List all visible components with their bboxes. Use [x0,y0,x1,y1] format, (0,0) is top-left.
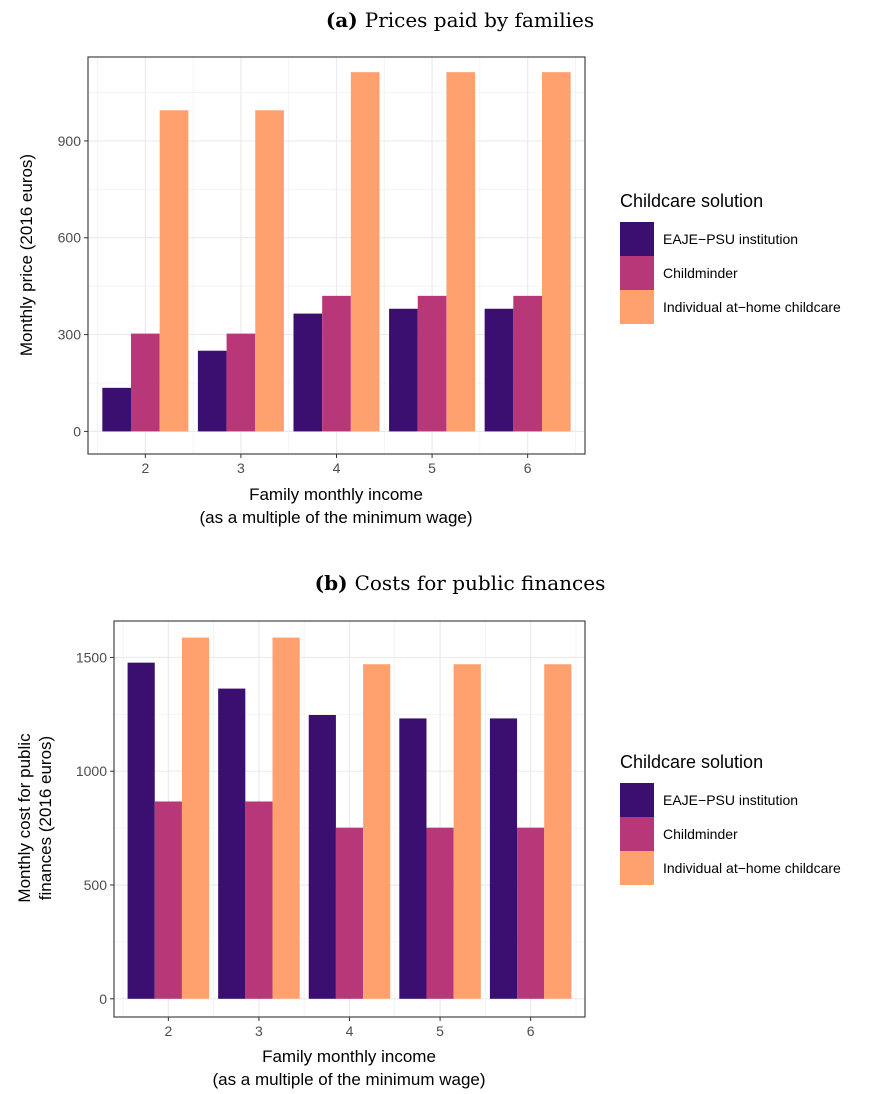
panel-b-y-ticks: 0 500 1000 1500 [76,649,114,1007]
bar [335,827,364,999]
x-tick-label: 4 [333,460,341,476]
panel-a-legend: Childcare solution EAJE−PSU institution C… [620,191,841,324]
y-tick-label: 0 [73,423,81,439]
legend-key [620,817,654,851]
legend-label: Childminder [663,826,738,842]
legend-key [620,290,654,324]
panel-b-x-title-line1: Family monthly income [262,1047,436,1066]
panel-b-x-title-line2: (as a multiple of the minimum wage) [212,1070,485,1089]
panel-b-y-title-line1: Monthly cost for public [15,733,34,903]
bar [513,295,542,432]
bar [181,637,210,999]
legend-key [620,851,654,885]
panel-b-bars [127,637,572,999]
bar [541,72,571,432]
panel-b: (b) Costs for public finances 0 500 1000 150… [15,571,841,1089]
y-tick-label: 600 [58,230,82,246]
bar [517,827,545,999]
bar [154,801,182,999]
x-tick-label: 6 [527,1023,535,1039]
panel-b-title-text: Costs for public finances [355,571,606,595]
panel-b-legend-title: Childcare solution [620,752,763,772]
bar [322,295,351,432]
bar [218,688,246,999]
bar [197,350,227,432]
legend-label: Individual at−home childcare [663,299,841,315]
panel-a-title: (a) Prices paid by families [326,8,594,32]
y-tick-label: 1500 [76,649,107,665]
panel-a: (a) Prices paid by families 0 300 600 900 2 3… [17,8,841,527]
legend-key [620,222,654,256]
bar [417,295,447,432]
panel-a-y-title: Monthly price (2016 euros) [17,154,36,356]
panel-a-x-title-line2: (as a multiple of the minimum wage) [199,508,472,527]
panel-b-title: (b) Costs for public finances [315,571,606,595]
bar [293,313,323,432]
x-tick-label: 5 [436,1023,444,1039]
bar [245,801,273,999]
panel-b-tag: (b) [315,571,348,595]
y-tick-label: 300 [58,327,82,343]
bar [453,664,481,999]
bar [131,333,160,432]
bar [426,827,454,999]
bar [446,72,476,432]
bar [399,718,427,999]
x-tick-label: 2 [164,1023,172,1039]
bar [102,387,132,432]
panel-a-x-title-line1: Family monthly income [249,485,423,504]
panel-a-bars [102,72,571,432]
legend-label: Individual at−home childcare [663,860,841,876]
legend-label: EAJE−PSU institution [663,792,798,808]
panel-b-y-title-line2: finances (2016 euros) [36,736,55,900]
x-tick-label: 4 [346,1023,354,1039]
bar [308,714,336,999]
y-tick-label: 1000 [76,763,107,779]
y-tick-label: 500 [84,877,108,893]
panel-a-legend-title: Childcare solution [620,191,763,211]
bar [489,718,518,999]
panel-b-legend: Childcare solution EAJE−PSU institution C… [620,752,841,885]
bar [159,110,189,432]
legend-key [620,783,654,817]
panel-a-y-ticks: 0 300 600 900 [58,133,88,439]
x-tick-label: 3 [237,460,245,476]
bar [226,333,256,432]
y-tick-label: 900 [58,133,82,149]
legend-label: Childminder [663,265,738,281]
panel-a-tag: (a) [326,8,358,32]
bar [255,110,284,432]
bar [363,664,391,999]
bar [484,308,514,432]
y-tick-label: 0 [99,991,107,1007]
x-tick-label: 5 [428,460,436,476]
bar [544,664,572,999]
panel-a-title-text: Prices paid by families [365,8,594,32]
bar [389,308,418,432]
x-tick-label: 3 [255,1023,263,1039]
legend-key [620,256,654,290]
x-tick-label: 2 [141,460,149,476]
panel-b-x-ticks: 2 3 4 5 6 [164,1017,535,1039]
bar [127,662,155,999]
bar [272,637,300,999]
x-tick-label: 6 [524,460,532,476]
bar [350,72,380,432]
panel-a-x-ticks: 2 3 4 5 6 [141,454,532,476]
legend-label: EAJE−PSU institution [663,231,798,247]
